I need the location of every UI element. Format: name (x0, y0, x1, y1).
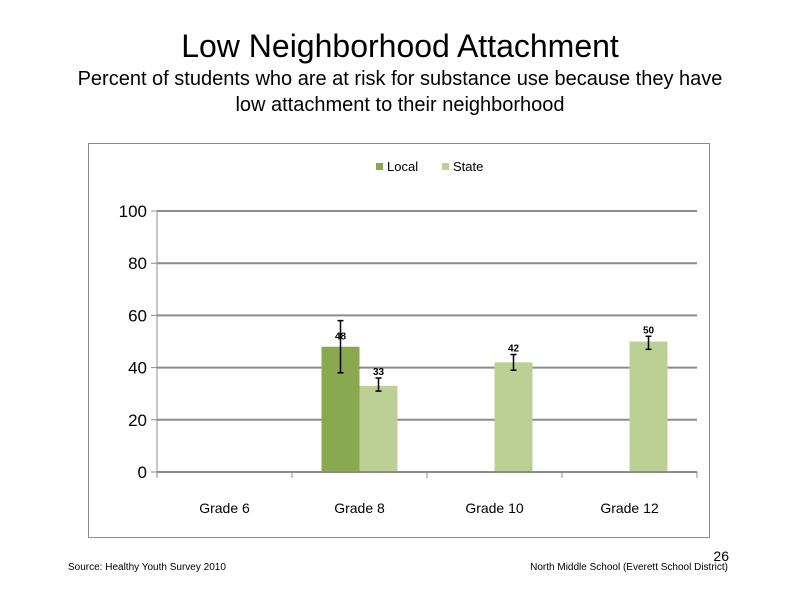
chart-legend: Local State (376, 159, 483, 174)
data-label: 48 (335, 332, 347, 343)
y-tick-label: 80 (128, 254, 147, 273)
chart-frame: Local State 0 20 40 60 80 100 Grade 6 Grade 8 Gr… (88, 143, 710, 538)
legend-label-state: State (453, 159, 483, 174)
y-tick-label: 60 (128, 306, 147, 325)
legend-swatch-local (376, 163, 383, 170)
slide-subtitle: Percent of students who are at risk for … (77, 68, 723, 116)
data-label: 42 (508, 344, 520, 355)
school-name: North Middle School (Everett School Dist… (530, 562, 728, 573)
x-tick-label: Grade 8 (334, 500, 385, 516)
slide-number: 26 (713, 548, 729, 564)
legend-swatch-state (442, 163, 449, 170)
bar-state (359, 385, 398, 472)
y-tick-label: 40 (128, 359, 147, 378)
x-tick-label: Grade 6 (199, 500, 250, 516)
legend-label-local: Local (387, 159, 418, 174)
source-note: Source: Healthy Youth Survey 2010 (68, 562, 226, 573)
y-tick-label: 0 (138, 463, 147, 482)
data-label: 33 (373, 367, 385, 378)
y-tick-label: 20 (128, 411, 147, 430)
bar-state (629, 341, 668, 472)
bar-state (494, 362, 533, 472)
bar-chart: Local State 0 20 40 60 80 100 Grade 6 Grade 8 Gr… (119, 159, 698, 516)
slide-title: Low Neighborhood Attachment (181, 28, 619, 64)
x-tick-label: Grade 12 (600, 500, 659, 516)
y-tick-label: 100 (119, 202, 147, 221)
x-tick-label: Grade 10 (465, 500, 524, 516)
data-label: 50 (643, 325, 655, 336)
